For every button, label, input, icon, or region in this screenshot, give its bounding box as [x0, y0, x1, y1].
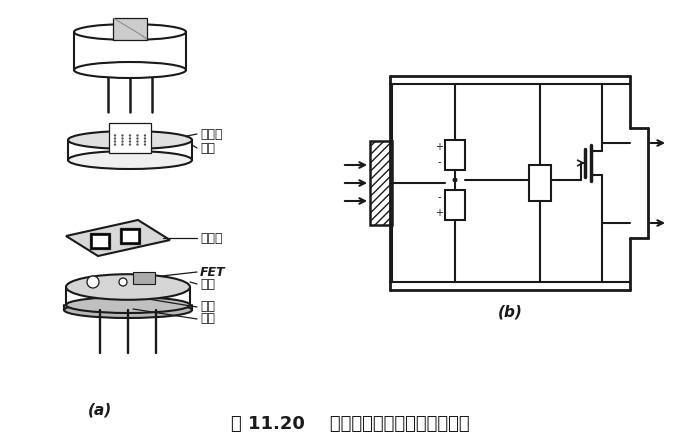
- FancyBboxPatch shape: [113, 18, 147, 40]
- Text: 滤光片: 滤光片: [200, 127, 223, 141]
- FancyBboxPatch shape: [122, 230, 138, 242]
- Circle shape: [114, 137, 116, 140]
- Circle shape: [129, 143, 131, 146]
- Circle shape: [121, 137, 124, 140]
- Text: +: +: [435, 142, 443, 152]
- Text: 高阻: 高阻: [200, 300, 215, 314]
- Text: 管帽: 管帽: [200, 141, 215, 155]
- FancyBboxPatch shape: [90, 233, 110, 249]
- Circle shape: [121, 143, 124, 146]
- Text: +: +: [435, 208, 443, 218]
- Circle shape: [87, 276, 99, 288]
- FancyBboxPatch shape: [529, 165, 551, 201]
- Text: 管座: 管座: [200, 278, 215, 290]
- Text: FET: FET: [200, 265, 225, 279]
- FancyBboxPatch shape: [445, 140, 465, 170]
- Text: 敏感元: 敏感元: [200, 232, 223, 244]
- Polygon shape: [66, 220, 170, 256]
- Circle shape: [119, 278, 127, 286]
- Text: (b): (b): [498, 304, 522, 319]
- Circle shape: [144, 137, 146, 140]
- Ellipse shape: [74, 62, 186, 78]
- Circle shape: [144, 134, 146, 137]
- FancyBboxPatch shape: [370, 141, 392, 225]
- Circle shape: [136, 134, 139, 137]
- Circle shape: [136, 137, 139, 140]
- FancyBboxPatch shape: [109, 123, 151, 153]
- Text: 引线: 引线: [200, 312, 215, 325]
- Circle shape: [136, 143, 139, 146]
- Circle shape: [129, 140, 131, 143]
- FancyBboxPatch shape: [133, 272, 155, 284]
- Circle shape: [114, 140, 116, 143]
- Circle shape: [114, 143, 116, 146]
- Circle shape: [121, 134, 124, 137]
- Text: -: -: [438, 158, 441, 167]
- FancyBboxPatch shape: [445, 190, 465, 220]
- Circle shape: [121, 140, 124, 143]
- Circle shape: [144, 140, 146, 143]
- FancyBboxPatch shape: [92, 235, 108, 247]
- FancyBboxPatch shape: [120, 228, 140, 244]
- Text: (a): (a): [88, 403, 112, 417]
- Circle shape: [452, 177, 458, 183]
- Ellipse shape: [68, 151, 192, 169]
- Ellipse shape: [66, 274, 190, 300]
- Ellipse shape: [66, 297, 190, 313]
- Circle shape: [129, 134, 131, 137]
- Text: 图 11.20    热释电人体红外传感器的结构: 图 11.20 热释电人体红外传感器的结构: [231, 415, 469, 433]
- Circle shape: [129, 137, 131, 140]
- Circle shape: [114, 134, 116, 137]
- Ellipse shape: [74, 24, 186, 40]
- Ellipse shape: [68, 131, 192, 149]
- Circle shape: [144, 143, 146, 146]
- Text: -: -: [438, 192, 441, 202]
- Ellipse shape: [64, 302, 192, 318]
- Circle shape: [136, 140, 139, 143]
